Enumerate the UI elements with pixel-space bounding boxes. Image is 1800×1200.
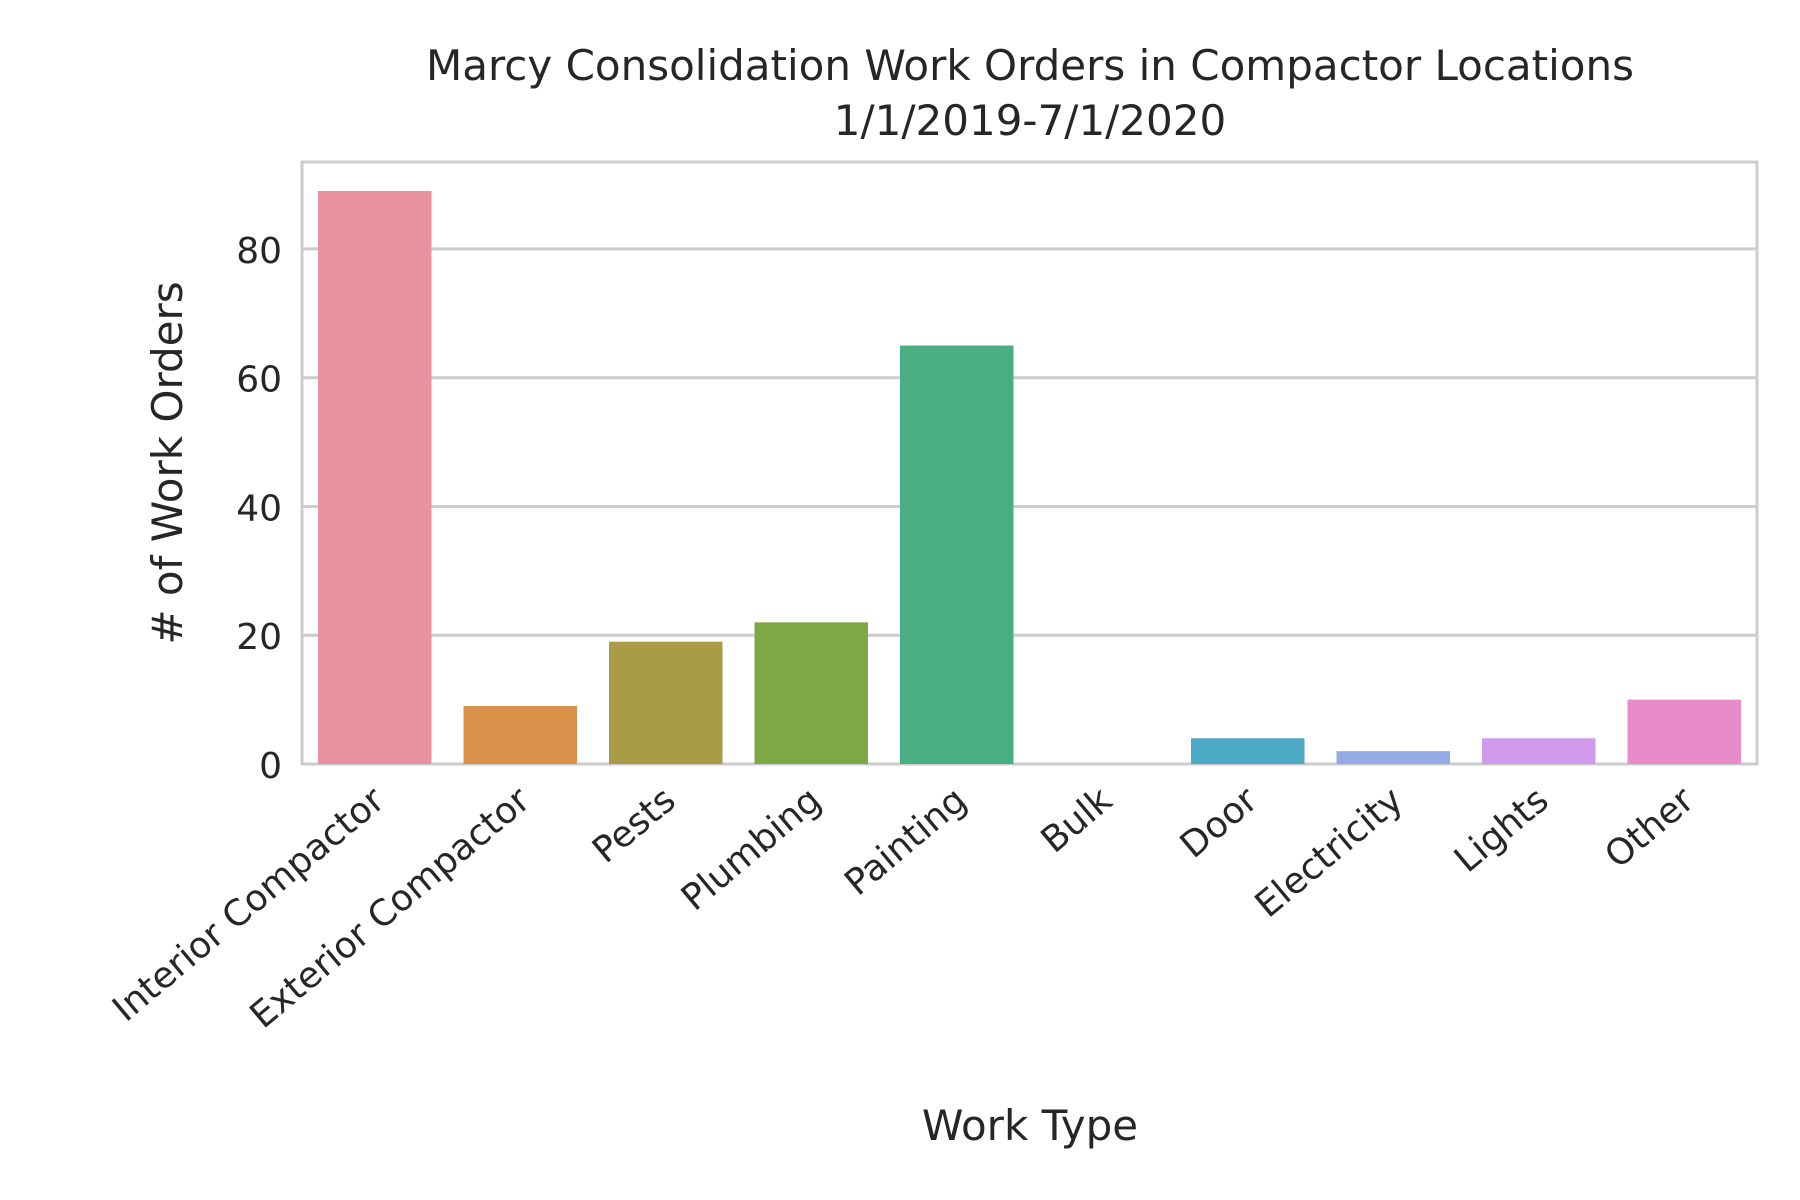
y-tick-label: 40 xyxy=(236,488,282,529)
bar-lights xyxy=(1482,738,1596,764)
y-tick-label: 0 xyxy=(259,746,282,787)
x-tick-label: Exterior Compactor xyxy=(243,779,539,1036)
bar-electricity xyxy=(1336,751,1450,764)
bars xyxy=(318,190,1741,764)
x-tick-label: Plumbing xyxy=(674,779,829,918)
y-tick-label: 20 xyxy=(236,617,282,658)
plot-area xyxy=(300,160,1759,766)
x-axis-label: Work Type xyxy=(922,1101,1138,1150)
bar-exterior-compactor xyxy=(463,706,577,764)
chart-title-line-1: Marcy Consolidation Work Orders in Compa… xyxy=(426,41,1634,90)
x-tick-label: Pests xyxy=(585,779,684,871)
y-tick-labels: 0 20 40 60 80 xyxy=(236,231,282,787)
gridlines xyxy=(302,247,1757,637)
x-tick-label: Other xyxy=(1597,779,1702,876)
bar-painting xyxy=(900,345,1014,764)
x-tick-label: Lights xyxy=(1447,779,1557,880)
x-tick-label: Interior Compactor xyxy=(105,779,392,1029)
bar-other xyxy=(1627,699,1741,764)
bar-interior-compactor xyxy=(318,190,432,764)
y-tick-label: 80 xyxy=(236,231,282,272)
y-axis-label: # of Work Orders xyxy=(143,281,192,644)
y-tick-label: 60 xyxy=(236,360,282,401)
x-tick-label: Painting xyxy=(837,779,974,903)
x-tick-label: Door xyxy=(1173,779,1266,866)
bar-plumbing xyxy=(754,622,868,764)
x-tick-label: Bulk xyxy=(1034,779,1121,861)
chart-title-line-2: 1/1/2019-7/1/2020 xyxy=(834,96,1226,145)
x-tick-label: Electricity xyxy=(1248,779,1411,925)
bar-door xyxy=(1191,738,1305,764)
bar-pests xyxy=(609,641,723,764)
